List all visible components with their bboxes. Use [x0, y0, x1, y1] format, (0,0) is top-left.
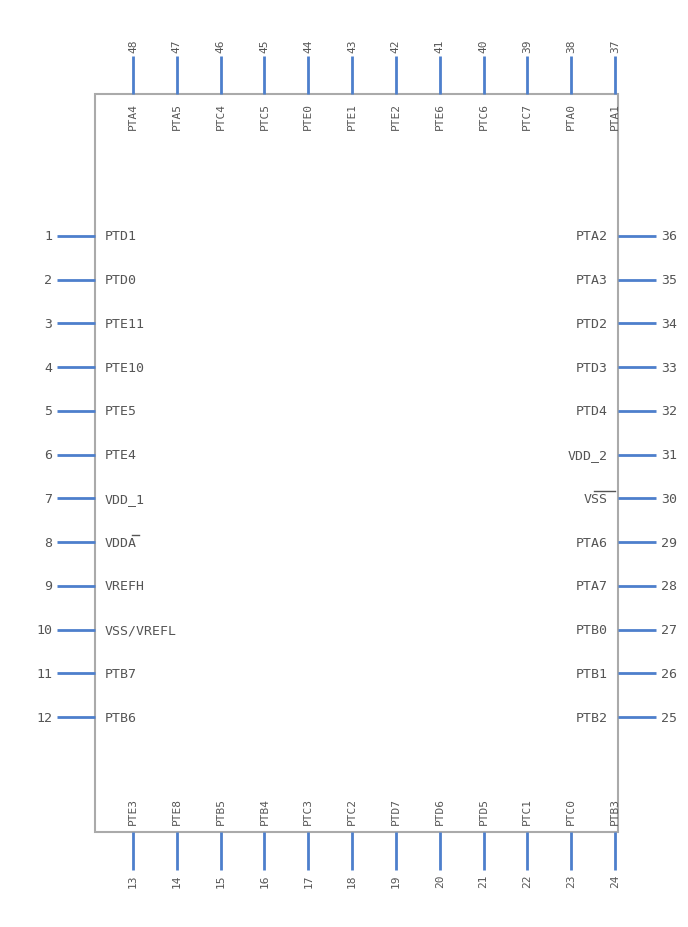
- Text: PTD5: PTD5: [479, 797, 488, 824]
- Text: PTC4: PTC4: [215, 103, 226, 130]
- Text: PTE6: PTE6: [435, 103, 444, 130]
- Text: 47: 47: [172, 40, 182, 53]
- Text: PTE4: PTE4: [105, 449, 137, 462]
- Text: 18: 18: [347, 874, 357, 887]
- Text: PTE1: PTE1: [347, 103, 357, 130]
- Text: PTE2: PTE2: [391, 103, 401, 130]
- Text: 7: 7: [44, 492, 52, 505]
- Text: PTD0: PTD0: [105, 274, 137, 287]
- Text: 42: 42: [391, 40, 401, 53]
- Text: 6: 6: [44, 449, 52, 462]
- Text: PTB2: PTB2: [576, 711, 608, 724]
- Text: PTD3: PTD3: [576, 362, 608, 375]
- Text: PTB4: PTB4: [259, 797, 270, 824]
- Text: 15: 15: [215, 874, 226, 887]
- Text: PTC5: PTC5: [259, 103, 270, 130]
- Text: 40: 40: [479, 40, 488, 53]
- Text: 11: 11: [36, 667, 52, 680]
- Text: 25: 25: [661, 711, 677, 724]
- Text: 1: 1: [44, 230, 52, 243]
- Text: PTA6: PTA6: [576, 536, 608, 549]
- Text: 34: 34: [661, 318, 677, 331]
- Text: 23: 23: [566, 874, 576, 887]
- Text: 4: 4: [44, 362, 52, 375]
- Text: PTA5: PTA5: [172, 103, 182, 130]
- Text: 41: 41: [435, 40, 444, 53]
- Text: VSS: VSS: [584, 492, 608, 505]
- Text: PTD2: PTD2: [576, 318, 608, 331]
- Text: 36: 36: [661, 230, 677, 243]
- Text: 35: 35: [661, 274, 677, 287]
- Bar: [95, 95, 618, 832]
- Text: 30: 30: [661, 492, 677, 505]
- Text: 43: 43: [347, 40, 357, 53]
- Text: 28: 28: [661, 579, 677, 592]
- Text: 48: 48: [128, 40, 138, 53]
- Text: 24: 24: [610, 874, 620, 887]
- Text: 22: 22: [522, 874, 533, 887]
- Text: PTE0: PTE0: [303, 103, 313, 130]
- Text: PTA7: PTA7: [576, 579, 608, 592]
- Text: 38: 38: [566, 40, 576, 53]
- Text: 44: 44: [303, 40, 313, 53]
- Text: PTE3: PTE3: [128, 797, 138, 824]
- Text: PTB1: PTB1: [576, 667, 608, 680]
- Text: 19: 19: [391, 874, 401, 887]
- Text: PTA4: PTA4: [128, 103, 138, 130]
- Text: PTB7: PTB7: [105, 667, 137, 680]
- Text: PTE5: PTE5: [105, 405, 137, 418]
- Text: 12: 12: [36, 711, 52, 724]
- Text: PTA2: PTA2: [576, 230, 608, 243]
- Text: PTE11: PTE11: [105, 318, 145, 331]
- Text: PTB3: PTB3: [610, 797, 620, 824]
- Text: 9: 9: [44, 579, 52, 592]
- Text: PTA1: PTA1: [610, 103, 620, 130]
- Text: PTD4: PTD4: [576, 405, 608, 418]
- Text: PTB5: PTB5: [215, 797, 226, 824]
- Text: VDD_2: VDD_2: [568, 449, 608, 462]
- Text: 14: 14: [172, 874, 182, 887]
- Text: PTC3: PTC3: [303, 797, 313, 824]
- Text: PTB0: PTB0: [576, 623, 608, 636]
- Text: 32: 32: [661, 405, 677, 418]
- Text: 5: 5: [44, 405, 52, 418]
- Text: 37: 37: [610, 40, 620, 53]
- Text: 10: 10: [36, 623, 52, 636]
- Text: PTD7: PTD7: [391, 797, 401, 824]
- Text: 8: 8: [44, 536, 52, 549]
- Text: 33: 33: [661, 362, 677, 375]
- Text: PTC7: PTC7: [522, 103, 533, 130]
- Text: PTC0: PTC0: [566, 797, 576, 824]
- Text: PTA3: PTA3: [576, 274, 608, 287]
- Text: PTC2: PTC2: [347, 797, 357, 824]
- Text: PTC6: PTC6: [479, 103, 488, 130]
- Text: PTD1: PTD1: [105, 230, 137, 243]
- Text: 13: 13: [128, 874, 138, 887]
- Text: 31: 31: [661, 449, 677, 462]
- Text: 20: 20: [435, 874, 444, 887]
- Text: 17: 17: [303, 874, 313, 887]
- Text: 26: 26: [661, 667, 677, 680]
- Text: PTA0: PTA0: [566, 103, 576, 130]
- Text: VSS/VREFL: VSS/VREFL: [105, 623, 177, 636]
- Text: PTE10: PTE10: [105, 362, 145, 375]
- Text: PTE8: PTE8: [172, 797, 182, 824]
- Text: 16: 16: [259, 874, 270, 887]
- Text: 29: 29: [661, 536, 677, 549]
- Text: VDD_1: VDD_1: [105, 492, 145, 505]
- Text: 3: 3: [44, 318, 52, 331]
- Text: PTC1: PTC1: [522, 797, 533, 824]
- Text: 45: 45: [259, 40, 270, 53]
- Text: VREFH: VREFH: [105, 579, 145, 592]
- Text: PTD6: PTD6: [435, 797, 444, 824]
- Text: 39: 39: [522, 40, 533, 53]
- Text: VDDA: VDDA: [105, 536, 137, 549]
- Text: 2: 2: [44, 274, 52, 287]
- Text: 27: 27: [661, 623, 677, 636]
- Text: PTB6: PTB6: [105, 711, 137, 724]
- Text: 21: 21: [479, 874, 488, 887]
- Text: 46: 46: [215, 40, 226, 53]
